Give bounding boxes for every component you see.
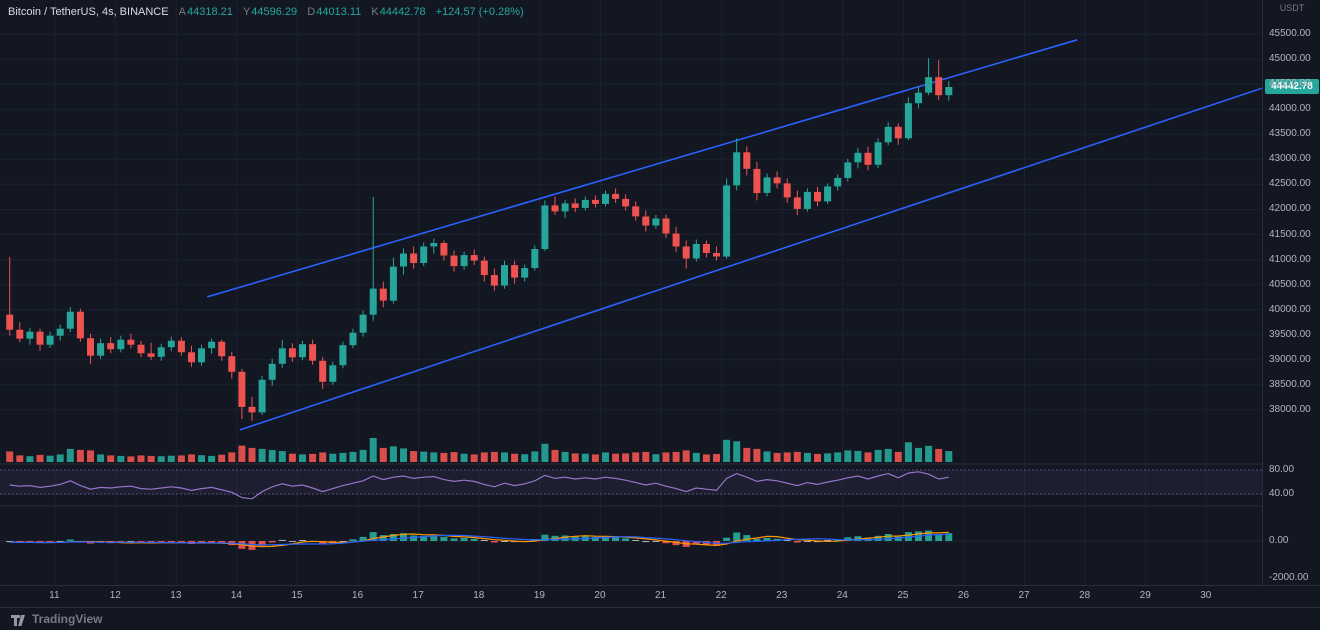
price-tick-label: 41000.00 — [1269, 253, 1311, 265]
oscillator-tick-label: 40.00 — [1269, 488, 1295, 499]
low-label: D — [307, 6, 316, 18]
symbol-legend: Bitcoin / TetherUS, 4s, BINANCE A44318.2… — [8, 6, 524, 18]
time-tick-label: 14 — [230, 590, 242, 601]
price-axis-unit-button[interactable]: USDT — [1279, 3, 1305, 13]
price-tick-label: 42500.00 — [1269, 178, 1311, 190]
price-tick-label: 39500.00 — [1269, 328, 1311, 340]
high-label: Y — [242, 6, 251, 18]
time-axis[interactable]: 11 12 13 14 15 16 17 18 19 20 21 22 23 24 25 26 27 28 29 30 — [0, 585, 1320, 608]
time-tick-label: 11 — [49, 590, 60, 601]
time-tick-label: 23 — [776, 590, 788, 601]
time-tick-label: 12 — [109, 590, 121, 601]
time-tick-label: 19 — [533, 590, 545, 601]
time-tick-label: 28 — [1079, 590, 1091, 601]
footer-bar: TradingView — [0, 607, 1320, 630]
time-tick-label: 27 — [1018, 590, 1030, 601]
price-tick-label: 44500.00 — [1269, 78, 1311, 90]
price-tick-label: 40000.00 — [1269, 303, 1311, 315]
close-value: 44442.78 — [379, 6, 426, 18]
time-tick-label: 30 — [1200, 590, 1212, 601]
time-tick-label: 24 — [836, 590, 848, 601]
price-tick-label: 44000.00 — [1269, 103, 1311, 115]
chart-canvas[interactable] — [0, 0, 1262, 585]
last-price-badge: 44442.78 — [1265, 79, 1319, 95]
low-value: 44013.11 — [316, 6, 362, 18]
price-tick-label: 42000.00 — [1269, 203, 1311, 215]
time-tick-label: 26 — [957, 590, 970, 601]
oscillator-tick-label: 80.00 — [1269, 464, 1295, 475]
time-tick-label: 25 — [897, 590, 909, 601]
price-axis[interactable]: USDT 44442.78 45500.00 45000.00 44500.00 44… — [1262, 0, 1320, 585]
symbol-title[interactable]: Bitcoin / TetherUS, 4s, BINANCE — [8, 6, 169, 18]
time-tick-label: 13 — [170, 590, 182, 601]
price-tick-label: 43500.00 — [1269, 128, 1311, 140]
lower-indicator-tick-label: -2000.00 — [1269, 572, 1309, 583]
time-tick-label: 16 — [352, 590, 364, 601]
change-value: +124.57 (+0.28%) — [435, 6, 524, 18]
price-tick-label: 38000.00 — [1269, 403, 1311, 415]
price-tick-label: 45000.00 — [1269, 53, 1311, 65]
open-value: 44318.21 — [187, 6, 233, 18]
price-tick-label: 38500.00 — [1269, 378, 1311, 390]
price-tick-label: 43000.00 — [1269, 153, 1311, 165]
time-tick-label: 22 — [715, 590, 727, 601]
price-tick-label: 39000.00 — [1269, 353, 1311, 365]
lower-indicator-tick-label: 0.00 — [1269, 535, 1289, 546]
chart-plot-area[interactable]: Bitcoin / TetherUS, 4s, BINANCE A44318.2… — [0, 0, 1262, 585]
tradingview-logo-icon[interactable] — [10, 611, 26, 627]
high-value: 44596.29 — [251, 6, 298, 18]
open-label: A — [178, 6, 186, 18]
price-tick-label: 45500.00 — [1269, 28, 1311, 40]
time-tick-label: 15 — [291, 590, 303, 601]
close-label: K — [371, 6, 379, 18]
price-tick-label: 40500.00 — [1269, 278, 1311, 290]
time-tick-label: 17 — [412, 590, 424, 601]
tradingview-brand-link[interactable]: TradingView — [32, 612, 103, 626]
price-tick-label: 41500.00 — [1269, 228, 1311, 240]
time-tick-label: 20 — [594, 590, 606, 601]
time-tick-label: 29 — [1139, 590, 1151, 601]
time-tick-label: 21 — [654, 590, 667, 601]
time-tick-label: 18 — [473, 590, 485, 601]
